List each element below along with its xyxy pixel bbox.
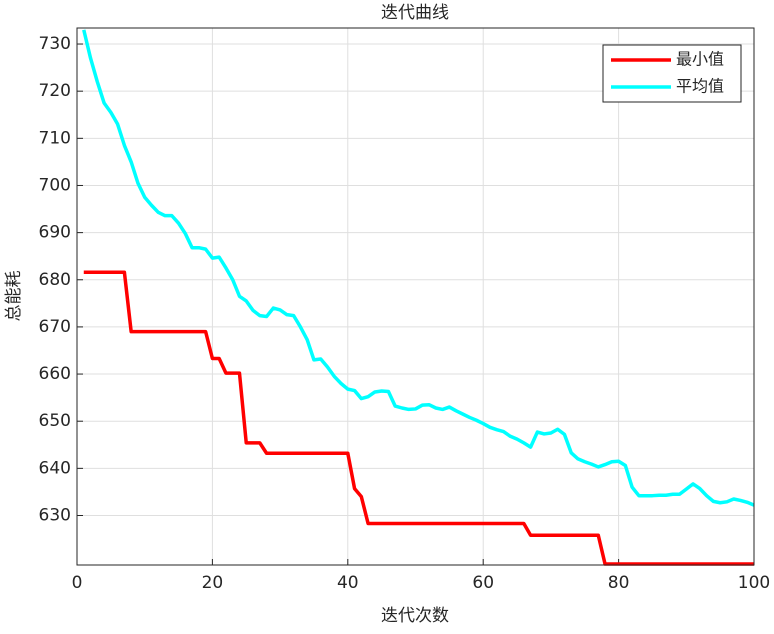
axes-box: [76, 27, 755, 566]
y-tick-label: 650: [39, 411, 71, 431]
y-tick-label: 680: [39, 270, 71, 290]
y-tick-label: 690: [39, 223, 71, 243]
x-axis-label: 迭代次数: [381, 606, 449, 626]
x-tick-label: 20: [202, 573, 224, 593]
y-axis-label: 总能耗: [4, 271, 24, 322]
y-tick-label: 640: [39, 458, 71, 478]
y-tick-label: 710: [39, 128, 71, 148]
chart-title: 迭代曲线: [381, 3, 449, 23]
plot-lines: [82, 29, 754, 566]
x-tick-label: 80: [608, 573, 630, 593]
y-tick-label: 630: [39, 505, 71, 525]
data-line: [83, 270, 754, 566]
legend-label: 最小值: [676, 50, 724, 69]
legend-label: 平均值: [676, 77, 724, 96]
x-tick-label: 0: [72, 573, 83, 593]
data-line: [82, 29, 754, 507]
y-tick-label: 720: [39, 81, 71, 101]
x-tick-label: 40: [337, 573, 359, 593]
x-tick-label: 60: [472, 573, 494, 593]
x-tick-label: 100: [738, 573, 770, 593]
y-tick-label: 660: [39, 364, 71, 384]
y-tick-label: 670: [39, 317, 71, 337]
y-tick-label: 730: [39, 34, 71, 54]
legend-box: [602, 44, 742, 103]
y-tick-label: 700: [39, 175, 71, 195]
